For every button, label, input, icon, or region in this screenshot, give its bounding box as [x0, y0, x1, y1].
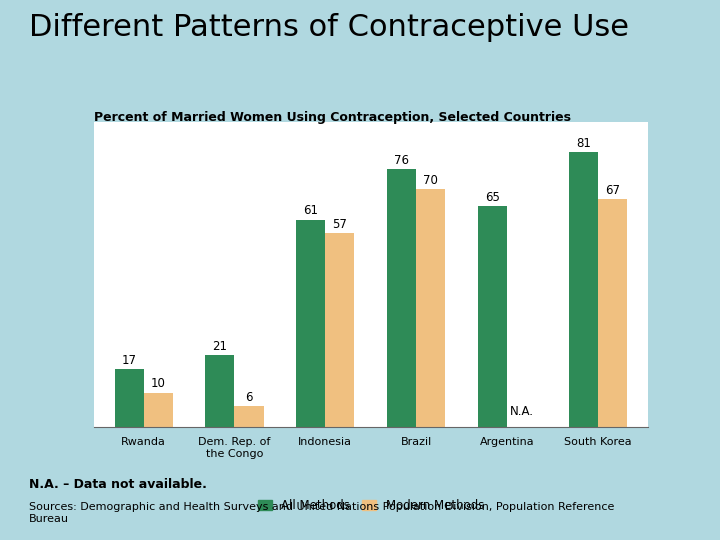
Bar — [296, 220, 325, 427]
Text: 67: 67 — [605, 184, 620, 197]
Text: N.A. – Data not available.: N.A. – Data not available. — [29, 478, 207, 491]
Text: 6: 6 — [246, 391, 253, 404]
Bar — [325, 233, 354, 427]
Text: Sources: Demographic and Health Surveys and United Nations Population Division, : Sources: Demographic and Health Surveys … — [29, 502, 614, 524]
Text: 76: 76 — [395, 153, 409, 166]
Text: 61: 61 — [303, 205, 318, 218]
Bar — [205, 355, 235, 427]
Text: 57: 57 — [333, 218, 347, 231]
Text: 10: 10 — [150, 377, 166, 390]
Bar — [235, 406, 264, 427]
Bar — [598, 199, 627, 427]
Text: 65: 65 — [485, 191, 500, 204]
Bar — [114, 369, 143, 427]
Text: 17: 17 — [122, 354, 137, 367]
Text: 81: 81 — [576, 137, 591, 150]
Text: 70: 70 — [423, 174, 438, 187]
Text: 21: 21 — [212, 340, 228, 353]
Text: N.A.: N.A. — [510, 405, 534, 418]
Bar — [569, 152, 598, 427]
Bar — [387, 169, 416, 427]
Text: Percent of Married Women Using Contraception, Selected Countries: Percent of Married Women Using Contracep… — [94, 111, 571, 124]
Bar — [478, 206, 507, 427]
Bar — [416, 190, 446, 427]
Bar — [143, 393, 173, 427]
Text: Different Patterns of Contraceptive Use: Different Patterns of Contraceptive Use — [29, 14, 629, 43]
Legend: All Methods, Modern Methods: All Methods, Modern Methods — [258, 499, 484, 512]
